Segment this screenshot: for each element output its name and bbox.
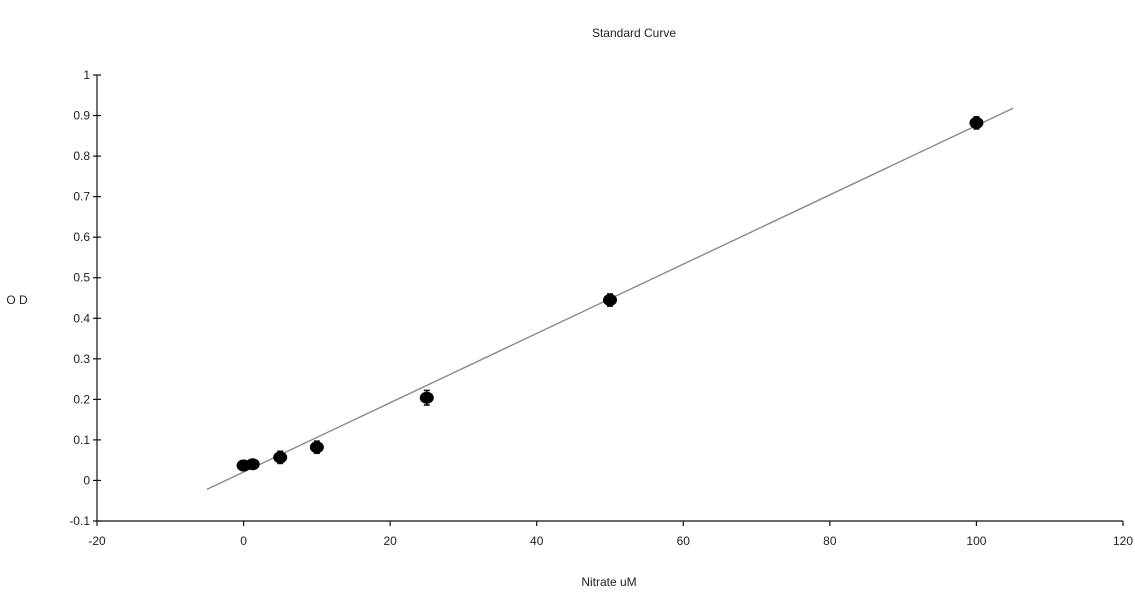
- y-tick-label: 0.8: [73, 149, 90, 163]
- data-point-group: [969, 115, 984, 130]
- x-tick-label: 60: [677, 534, 691, 548]
- chart-title: Standard Curve: [592, 26, 676, 40]
- data-point-group: [245, 458, 260, 471]
- data-point: [309, 441, 324, 454]
- y-axis-title: O D: [6, 293, 28, 307]
- y-tick-label: 0.2: [73, 392, 90, 406]
- data-point-group: [273, 450, 288, 465]
- data-point: [969, 116, 984, 129]
- y-tick-label: 0.7: [73, 190, 90, 204]
- y-tick-label: 0: [83, 473, 90, 487]
- data-point-group: [603, 293, 617, 307]
- y-axis-ticks: -0.1 0 0.1 0.2 0.3 0.4 0.5 0.6 0.7 0.8 0.9 1: [69, 68, 101, 528]
- x-tick-label: 120: [1113, 534, 1133, 548]
- x-tick-label: -20: [88, 534, 106, 548]
- data-point-group: [309, 440, 324, 455]
- data-point: [603, 294, 617, 307]
- y-tick-label: 1: [83, 68, 90, 82]
- y-tick-label: 0.9: [73, 109, 90, 123]
- data-point: [419, 391, 434, 404]
- y-tick-label: 0.3: [73, 352, 90, 366]
- data-point-group: [419, 389, 434, 406]
- x-axis-label: Nitrate uM: [581, 575, 636, 589]
- y-tick-label: -0.1: [69, 514, 90, 528]
- y-tick-label: 0.4: [73, 311, 90, 325]
- x-tick-label: 80: [823, 534, 837, 548]
- data-point: [273, 451, 288, 464]
- x-tick-label: 100: [966, 534, 986, 548]
- data-point: [245, 458, 260, 471]
- y-axis-label: O D: [6, 293, 28, 307]
- x-tick-label: 20: [383, 534, 397, 548]
- data-points: [236, 115, 984, 472]
- x-tick-label: 40: [530, 534, 544, 548]
- x-axis-ticks: -20 0 20 40 60 80 100 120: [88, 521, 1133, 548]
- y-tick-label: 0.6: [73, 230, 90, 244]
- y-tick-label: 0.5: [73, 271, 90, 285]
- y-tick-label: 0.1: [73, 433, 90, 447]
- x-tick-label: 0: [240, 534, 247, 548]
